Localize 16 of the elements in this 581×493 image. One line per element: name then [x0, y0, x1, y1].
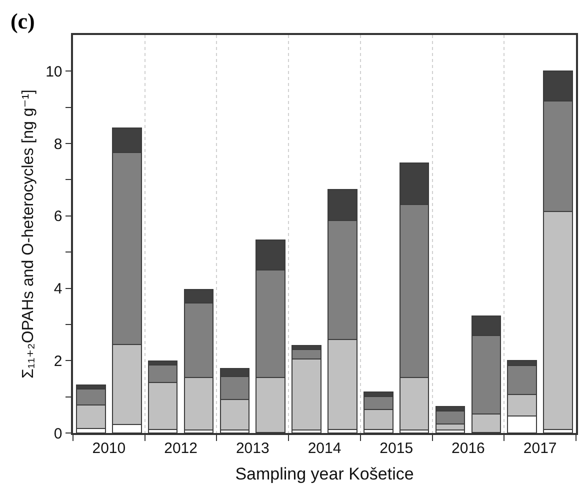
x-tick-label: 2016 — [452, 440, 485, 457]
x-axis-title: Sampling year Košetice — [235, 464, 414, 484]
y-tick-label: 2 — [54, 352, 62, 370]
y-tick-label: 8 — [54, 136, 62, 153]
x-tick-label: 2010 — [92, 440, 126, 457]
y-axis-title: Σ₁₁₊₂OPAHs and O-heterocycles [ng g⁻¹] — [20, 90, 37, 378]
y-tick-label: 0 — [54, 425, 62, 442]
y-tick-label: 6 — [54, 208, 62, 226]
x-tick-label: 2017 — [523, 440, 557, 457]
x-tick-label: 2015 — [380, 440, 414, 457]
chart-title: (c) — [10, 8, 35, 34]
y-tick-label: 10 — [46, 63, 62, 80]
x-tick-label: 2012 — [164, 440, 198, 457]
y-tick-label: 4 — [54, 280, 62, 298]
x-tick-label: 2013 — [236, 440, 270, 457]
x-tick-label: 2014 — [308, 440, 342, 457]
